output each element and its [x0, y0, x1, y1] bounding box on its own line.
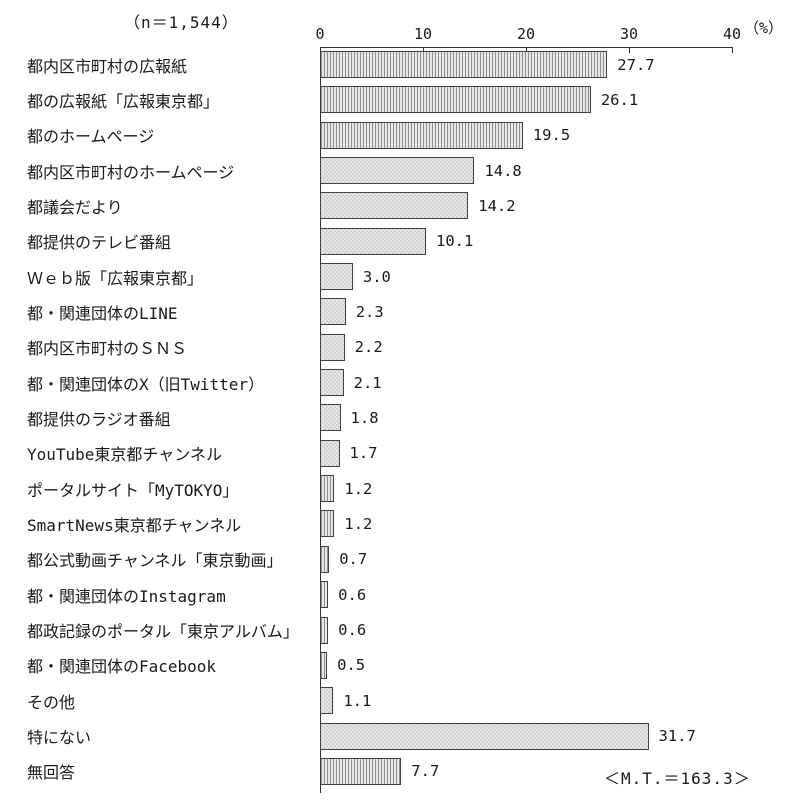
- category-label: 無回答: [27, 763, 76, 783]
- category-label: YouTube東京都チャンネル: [27, 445, 222, 465]
- category-label: ポータルサイト「MyTOKYO」: [27, 480, 239, 500]
- value-label: 2.2: [354, 338, 383, 357]
- multiple-total-label: ＜M.T.＝163.3＞: [604, 769, 751, 788]
- x-tick-mark: [423, 47, 424, 53]
- value-label: 27.7: [617, 55, 655, 74]
- bar-row: SmartNews東京都チャンネル 1.2: [0, 510, 798, 545]
- value-label: 2.3: [355, 302, 384, 321]
- bar: [320, 192, 469, 220]
- category-label: 都提供のラジオ番組: [27, 409, 171, 429]
- bar-row: 都・関連団体のFacebook 0.5: [0, 651, 798, 687]
- bar: [320, 333, 345, 361]
- percent-unit-label: （%）: [744, 19, 784, 37]
- category-label: 都・関連団体のFacebook: [27, 657, 217, 677]
- bar: [320, 121, 523, 149]
- bar: [320, 298, 346, 326]
- bar-row: 都提供のラジオ番組 1.8: [0, 404, 798, 439]
- bar-row: 都のホームページ 19.5: [0, 121, 798, 157]
- bar-row: 無回答 7.7: [0, 757, 798, 793]
- value-label: 1.2: [344, 479, 373, 498]
- bar-row: 都内区市町村の広報紙 27.7: [0, 51, 798, 86]
- bar-row: ポータルサイト「MyTOKYO」 1.2: [0, 475, 798, 510]
- category-label: 特にない: [27, 728, 92, 748]
- value-label: 14.2: [478, 196, 516, 215]
- bar: [320, 86, 591, 114]
- bar-row: Ｗｅｂ版「広報東京都」 3.0: [0, 263, 798, 298]
- bar: [320, 510, 335, 538]
- bar-row: 都・関連団体のX（旧Twitter） 2.1: [0, 369, 798, 404]
- category-label: 都政記録のポータル「東京アルバム」: [27, 622, 299, 641]
- bar-row: 都の広報紙「広報東京都」 26.1: [0, 86, 798, 121]
- bar: [320, 616, 329, 644]
- x-tick-label: 0: [315, 25, 325, 43]
- bar-row: 都公式動画チャンネル「東京動画」 0.7: [0, 545, 798, 581]
- bar: [320, 439, 340, 467]
- category-label: 都内区市町村の広報紙: [27, 56, 188, 76]
- bar-row: 特にない 31.7: [0, 722, 798, 758]
- bar-row: 都提供のテレビ番組 10.1: [0, 227, 798, 263]
- value-label: 10.1: [436, 232, 474, 251]
- value-label: 26.1: [600, 90, 639, 109]
- bar: [320, 722, 649, 750]
- value-label: 31.7: [658, 727, 696, 746]
- value-label: 0.5: [337, 656, 366, 675]
- value-label: 19.5: [532, 126, 571, 145]
- value-label: 3.0: [362, 267, 391, 286]
- bar: [320, 157, 475, 185]
- category-label: 都・関連団体のX（旧Twitter）: [27, 374, 265, 394]
- x-tick-mark: [732, 47, 733, 53]
- bar-rows: 都内区市町村の広報紙 27.7 都の広報紙「広報東京都」 26.1 都のホームペ…: [0, 51, 798, 793]
- bar-row: 都内区市町村のＳＮＳ 2.2: [0, 333, 798, 369]
- value-label: 2.1: [353, 373, 382, 392]
- bar: [320, 757, 402, 785]
- bar: [320, 581, 329, 609]
- value-label: 0.6: [338, 621, 367, 639]
- value-label: 0.7: [339, 550, 368, 569]
- category-label: 都提供のテレビ番組: [27, 233, 172, 253]
- bar: [320, 545, 330, 573]
- value-label: 1.1: [343, 691, 372, 710]
- x-tick-label: 30: [619, 25, 639, 43]
- category-label: 都内区市町村のホームページ: [27, 162, 235, 182]
- x-tick-mark: [629, 47, 630, 53]
- bar: [320, 263, 353, 291]
- value-label: 1.8: [350, 408, 379, 427]
- category-label: 都公式動画チャンネル「東京動画」: [27, 551, 283, 571]
- bar: [320, 51, 608, 78]
- x-tick-label: 20: [516, 25, 536, 43]
- category-label: 都・関連団体のInstagram: [27, 586, 226, 606]
- bar-row: 都政記録のポータル「東京アルバム」 0.6: [0, 616, 798, 652]
- bar: [320, 651, 328, 679]
- bar: [320, 687, 334, 715]
- bar: [320, 227, 427, 255]
- category-label: 都のホームページ: [27, 127, 155, 147]
- bar: [320, 369, 344, 397]
- bar-row: 都内区市町村のホームページ 14.8: [0, 157, 798, 192]
- value-label: 7.7: [411, 762, 440, 781]
- value-label: 14.8: [484, 161, 522, 180]
- value-label: 1.2: [344, 514, 373, 533]
- x-tick-label: 10: [413, 25, 433, 43]
- bar: [320, 404, 341, 432]
- category-label: Ｗｅｂ版「広報東京都」: [27, 268, 204, 288]
- bar-row: YouTube東京都チャンネル 1.7: [0, 439, 798, 475]
- value-label: 0.6: [338, 585, 367, 604]
- category-label: 都・関連団体のLINE: [27, 303, 178, 323]
- category-label: SmartNews東京都チャンネル: [27, 515, 242, 535]
- category-label: 都の広報紙「広報東京都」: [27, 91, 220, 111]
- bar-row: その他 1.1: [0, 687, 798, 722]
- bar-row: 都議会だより 14.2: [0, 192, 798, 227]
- value-label: 1.7: [349, 444, 378, 463]
- x-tick-label: 40: [722, 25, 742, 43]
- bar-row: 都・関連団体のLINE 2.3: [0, 298, 798, 333]
- x-tick-mark: [526, 47, 527, 53]
- bar-row: 都・関連団体のInstagram 0.6: [0, 581, 798, 616]
- category-label: その他: [27, 692, 76, 712]
- bar: [320, 475, 335, 503]
- sample-size-label: （n＝1,544）: [124, 13, 239, 32]
- category-label: 都内区市町村のＳＮＳ: [27, 339, 188, 359]
- category-label: 都議会だより: [27, 197, 123, 217]
